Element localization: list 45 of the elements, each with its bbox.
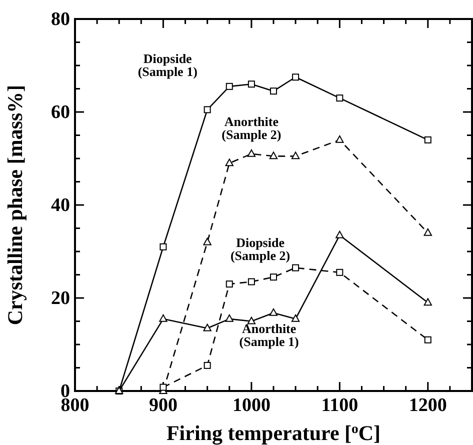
point — [291, 314, 300, 322]
point — [226, 280, 233, 288]
point — [247, 149, 256, 157]
x-tick-label: 1000 — [232, 395, 270, 416]
point — [292, 74, 300, 81]
point — [160, 384, 167, 391]
point — [225, 158, 234, 166]
point — [270, 274, 277, 281]
point — [160, 243, 167, 250]
point — [203, 324, 212, 332]
y-tick-label: 80 — [51, 9, 70, 30]
x-tick-label: 1100 — [321, 395, 358, 416]
point — [336, 268, 344, 276]
y-tick-label: 20 — [51, 288, 70, 309]
y-tick-label: 60 — [51, 102, 70, 123]
point — [424, 298, 432, 306]
point — [269, 308, 278, 316]
series-label: Diopside (Sample 2) — [230, 234, 290, 263]
point — [225, 314, 234, 322]
x-axis-title: Firing temperature [$^{o}$C] — [166, 420, 381, 445]
y-axis-title: Crystalline phase [mass%] — [3, 84, 27, 326]
point — [204, 106, 211, 114]
point — [203, 238, 212, 246]
point — [248, 80, 255, 88]
series-label: Anorthite (Sample 2) — [222, 114, 282, 142]
point — [292, 264, 300, 272]
y-tick-label: 40 — [51, 195, 70, 216]
x-tick-label: 900 — [148, 395, 178, 416]
point — [424, 136, 432, 144]
series-label: Anorthite (Sample 1) — [239, 320, 299, 349]
point — [336, 94, 344, 102]
x-tick-label: 1200 — [408, 395, 447, 416]
point — [159, 314, 168, 322]
point — [336, 230, 344, 238]
point — [270, 88, 277, 95]
point — [269, 152, 278, 160]
point — [424, 228, 432, 236]
point — [424, 336, 432, 344]
point — [248, 278, 255, 286]
point — [226, 82, 233, 90]
point — [204, 362, 211, 369]
text: Diopside (Sample 1) — [138, 51, 198, 80]
point — [291, 152, 300, 160]
point — [247, 316, 256, 324]
point — [336, 135, 344, 143]
